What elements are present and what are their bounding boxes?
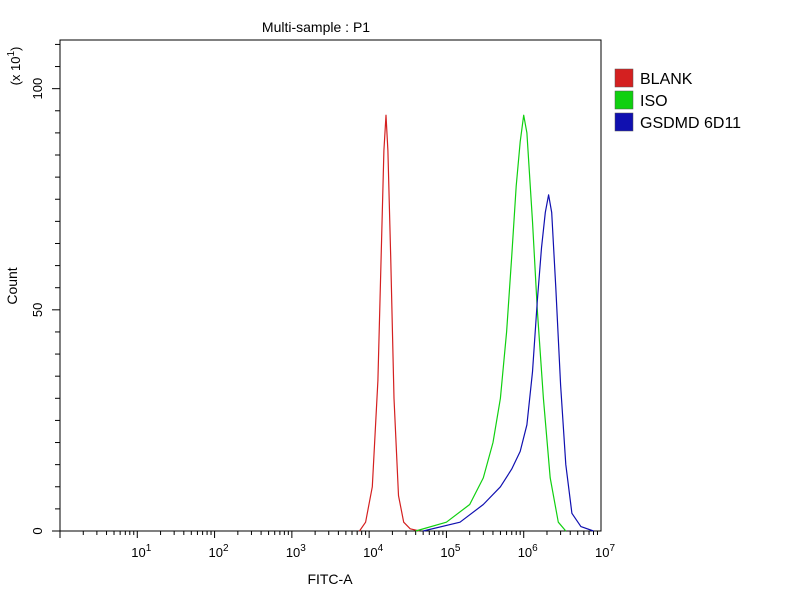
y-axis-ticks: 0 50 100 — [30, 43, 60, 535]
y-tick-label: 50 — [30, 303, 45, 317]
x-tick-label: 104 — [363, 543, 383, 560]
chart-title: Multi-sample : P1 — [262, 19, 370, 35]
x-tick-label: 101 — [131, 543, 151, 560]
x-tick-label: 105 — [440, 543, 460, 560]
y-tick-label: 0 — [30, 527, 45, 534]
y-multiplier-close: ) — [8, 47, 23, 51]
series-line-1 — [359, 114, 420, 532]
legend-swatch-3 — [614, 112, 634, 132]
y-multiplier-prefix: (x 10 — [8, 57, 23, 86]
y-tick-label: 100 — [30, 78, 45, 100]
series-line-3 — [423, 194, 594, 532]
series-line-2 — [415, 114, 567, 532]
legend: BLANK ISO GSDMD 6D11 — [614, 68, 741, 132]
legend-swatch-2 — [614, 90, 634, 110]
legend-label-2: ISO — [640, 93, 668, 110]
legend-swatch-1 — [614, 68, 634, 88]
legend-label-1: BLANK — [640, 71, 693, 88]
x-axis-label: FITC-A — [307, 571, 353, 587]
series-group — [359, 114, 594, 532]
legend-label-3: GSDMD 6D11 — [640, 115, 741, 132]
x-tick-label: 107 — [595, 543, 615, 560]
x-tick-label: 102 — [209, 543, 229, 560]
x-tick-label: 106 — [518, 543, 538, 560]
svg-text:(x 101): (x 101) — [6, 47, 23, 86]
plot-frame — [59, 39, 602, 532]
x-tick-label: 103 — [286, 543, 306, 560]
y-multiplier-label: (x 101) — [6, 47, 23, 86]
x-axis-ticks: 101 102 103 104 105 106 107 — [59, 531, 615, 560]
y-multiplier-exponent: 1 — [6, 51, 17, 57]
y-axis-label: Count — [4, 267, 20, 304]
